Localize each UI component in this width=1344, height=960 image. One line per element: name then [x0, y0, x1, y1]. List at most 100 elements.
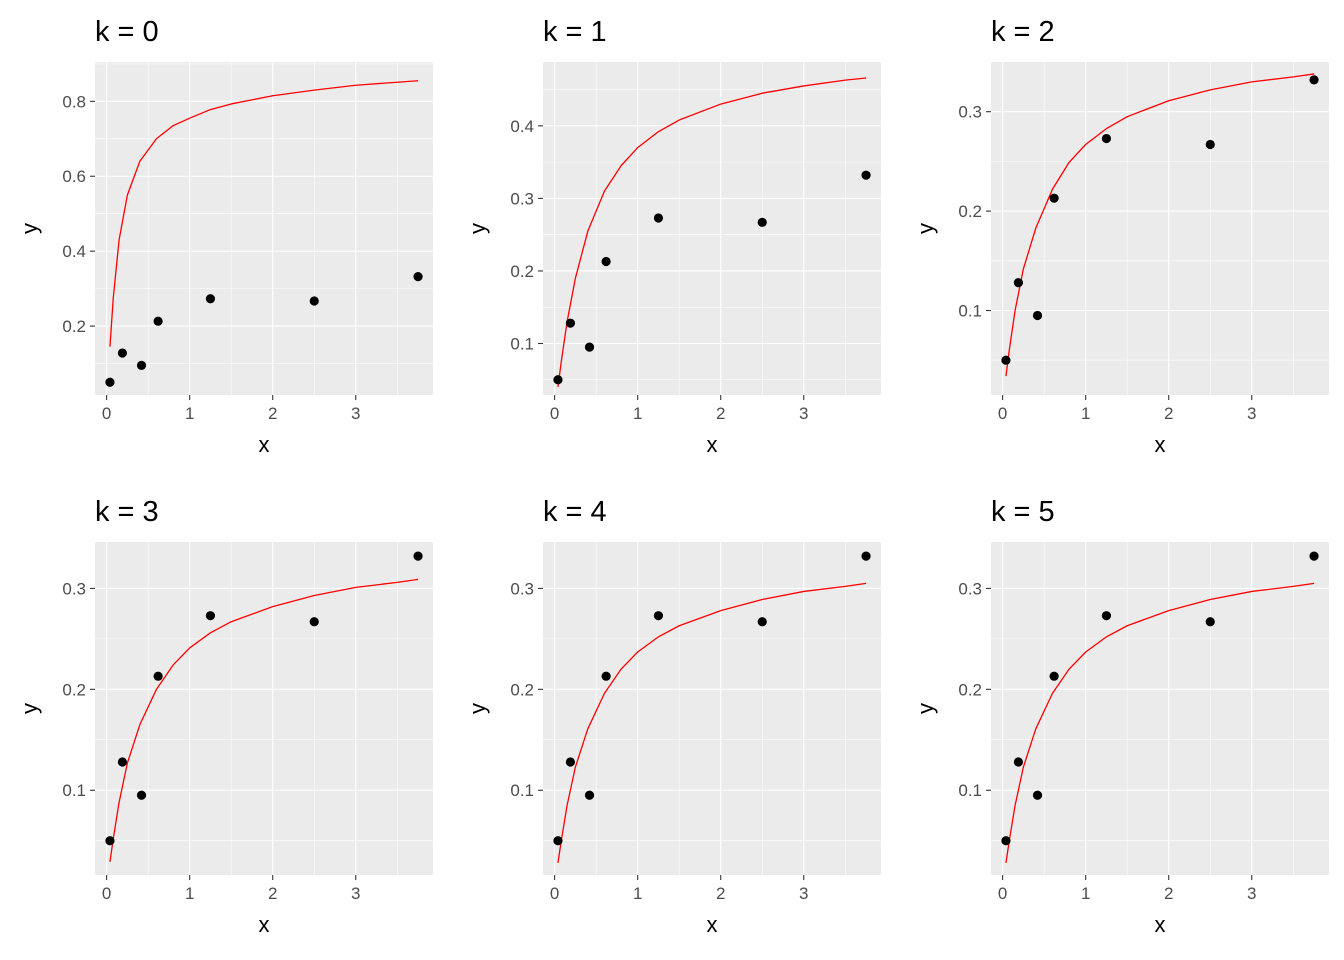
x-tick-label: 1: [633, 884, 642, 903]
major-gridlines: [991, 62, 1329, 395]
data-point: [136, 360, 147, 371]
x-tick-label: 1: [185, 884, 194, 903]
data-point: [1001, 355, 1011, 365]
x-tick-label: 2: [716, 404, 725, 423]
y-tick-label: 0.1: [510, 334, 534, 353]
facet-title: k = 1: [543, 16, 607, 48]
data-point: [1013, 278, 1024, 288]
y-tick-label: 0.4: [510, 117, 534, 136]
panel-background: [95, 62, 433, 395]
data-point: [205, 611, 216, 621]
x-axis-title: x: [1155, 912, 1166, 937]
data-point: [413, 272, 423, 282]
data-point: [553, 375, 563, 385]
major-gridlines: [543, 62, 881, 395]
data-point: [1101, 133, 1112, 144]
minor-gridlines: [543, 62, 881, 395]
data-point: [653, 213, 664, 223]
fitted-curve: [557, 77, 867, 388]
y-tick-label: 0.2: [62, 317, 86, 336]
y-tick-label: 0.2: [62, 680, 86, 699]
minor-gridlines: [543, 542, 881, 875]
data-point: [1049, 193, 1059, 203]
y-tick-label: 0.3: [510, 579, 534, 598]
panel-background: [95, 542, 433, 875]
y-axis-title: y: [17, 223, 42, 234]
facet-panel-0: k = 0 0 1 2 3 0.2 0.4 0.6 0.8 x y: [17, 16, 433, 457]
data-point: [565, 757, 576, 767]
data-point: [584, 790, 595, 800]
data-point: [117, 757, 128, 767]
major-gridlines: [95, 542, 433, 875]
data-point: [861, 551, 871, 561]
y-axis-title: y: [17, 703, 42, 714]
data-point: [1205, 139, 1215, 150]
x-tick-label: 2: [716, 884, 725, 903]
panel-background: [543, 542, 881, 875]
data-point: [117, 348, 128, 358]
panel-background: [543, 62, 881, 395]
facet-title: k = 0: [95, 16, 159, 48]
y-axis-title: y: [465, 703, 490, 714]
x-tick-label: 0: [550, 404, 559, 423]
data-point: [153, 671, 163, 681]
y-tick-label: 0.2: [958, 202, 982, 221]
y-tick-label: 0.2: [958, 680, 982, 699]
x-axis-title: x: [259, 432, 270, 457]
y-tick-label: 0.3: [958, 103, 982, 122]
data-point: [136, 790, 147, 800]
x-axis-title: x: [1155, 432, 1166, 457]
y-tick-label: 0.3: [958, 579, 982, 598]
facet-panel-1: k = 1 0 1 2 3 0.1 0.2 0.3 0.4 x y: [465, 16, 881, 457]
x-tick-label: 3: [351, 884, 360, 903]
fitted-curve: [109, 80, 419, 347]
fitted-curve: [1005, 582, 1315, 863]
y-tick-label: 0.1: [958, 302, 982, 321]
x-tick-label: 0: [550, 884, 559, 903]
data-point: [153, 316, 163, 326]
x-tick-label: 0: [998, 404, 1007, 423]
facet-panel-3: k = 3 0 1 2 3 0.1 0.2 0.3 x y: [17, 496, 433, 937]
data-point: [861, 170, 871, 180]
y-tick-label: 0.4: [62, 242, 86, 261]
panel-background: [991, 542, 1329, 875]
x-tick-label: 1: [1081, 884, 1090, 903]
facet-title: k = 2: [991, 16, 1055, 48]
data-point: [1101, 611, 1112, 621]
facet-title: k = 3: [95, 496, 159, 528]
data-point: [1032, 790, 1043, 800]
data-point: [1001, 836, 1011, 846]
facet-panel-2: k = 2 0 1 2 3 0.1 0.2 0.3 x y: [913, 16, 1329, 457]
data-point: [1309, 75, 1319, 85]
x-axis-title: x: [707, 432, 718, 457]
data-point: [653, 611, 664, 621]
y-axis-title: y: [913, 223, 938, 234]
y-tick-label: 0.3: [510, 189, 534, 208]
x-axis-title: x: [707, 912, 718, 937]
data-point: [1049, 671, 1059, 681]
panel-background: [991, 62, 1329, 395]
facet-title: k = 5: [991, 496, 1055, 528]
data-point: [105, 836, 115, 846]
x-tick-label: 3: [799, 884, 808, 903]
x-tick-label: 3: [351, 404, 360, 423]
data-point: [584, 342, 595, 352]
facet-panel-5: k = 5 0 1 2 3 0.1 0.2 0.3 x y: [913, 496, 1329, 937]
major-gridlines: [543, 542, 881, 875]
fitted-curve: [1005, 73, 1315, 377]
data-point: [601, 671, 611, 681]
x-tick-label: 0: [102, 884, 111, 903]
data-point: [553, 836, 563, 846]
y-axis-title: y: [465, 223, 490, 234]
y-tick-label: 0.6: [62, 167, 86, 186]
facet-panel-4: k = 4 0 1 2 3 0.1 0.2 0.3 x y: [465, 496, 881, 937]
data-point: [413, 551, 423, 561]
data-point: [1032, 310, 1043, 321]
data-point: [105, 377, 115, 387]
data-point: [1013, 757, 1024, 767]
y-tick-label: 0.1: [510, 781, 534, 800]
x-tick-label: 2: [268, 884, 277, 903]
facet-title: k = 4: [543, 496, 607, 528]
x-tick-label: 2: [268, 404, 277, 423]
